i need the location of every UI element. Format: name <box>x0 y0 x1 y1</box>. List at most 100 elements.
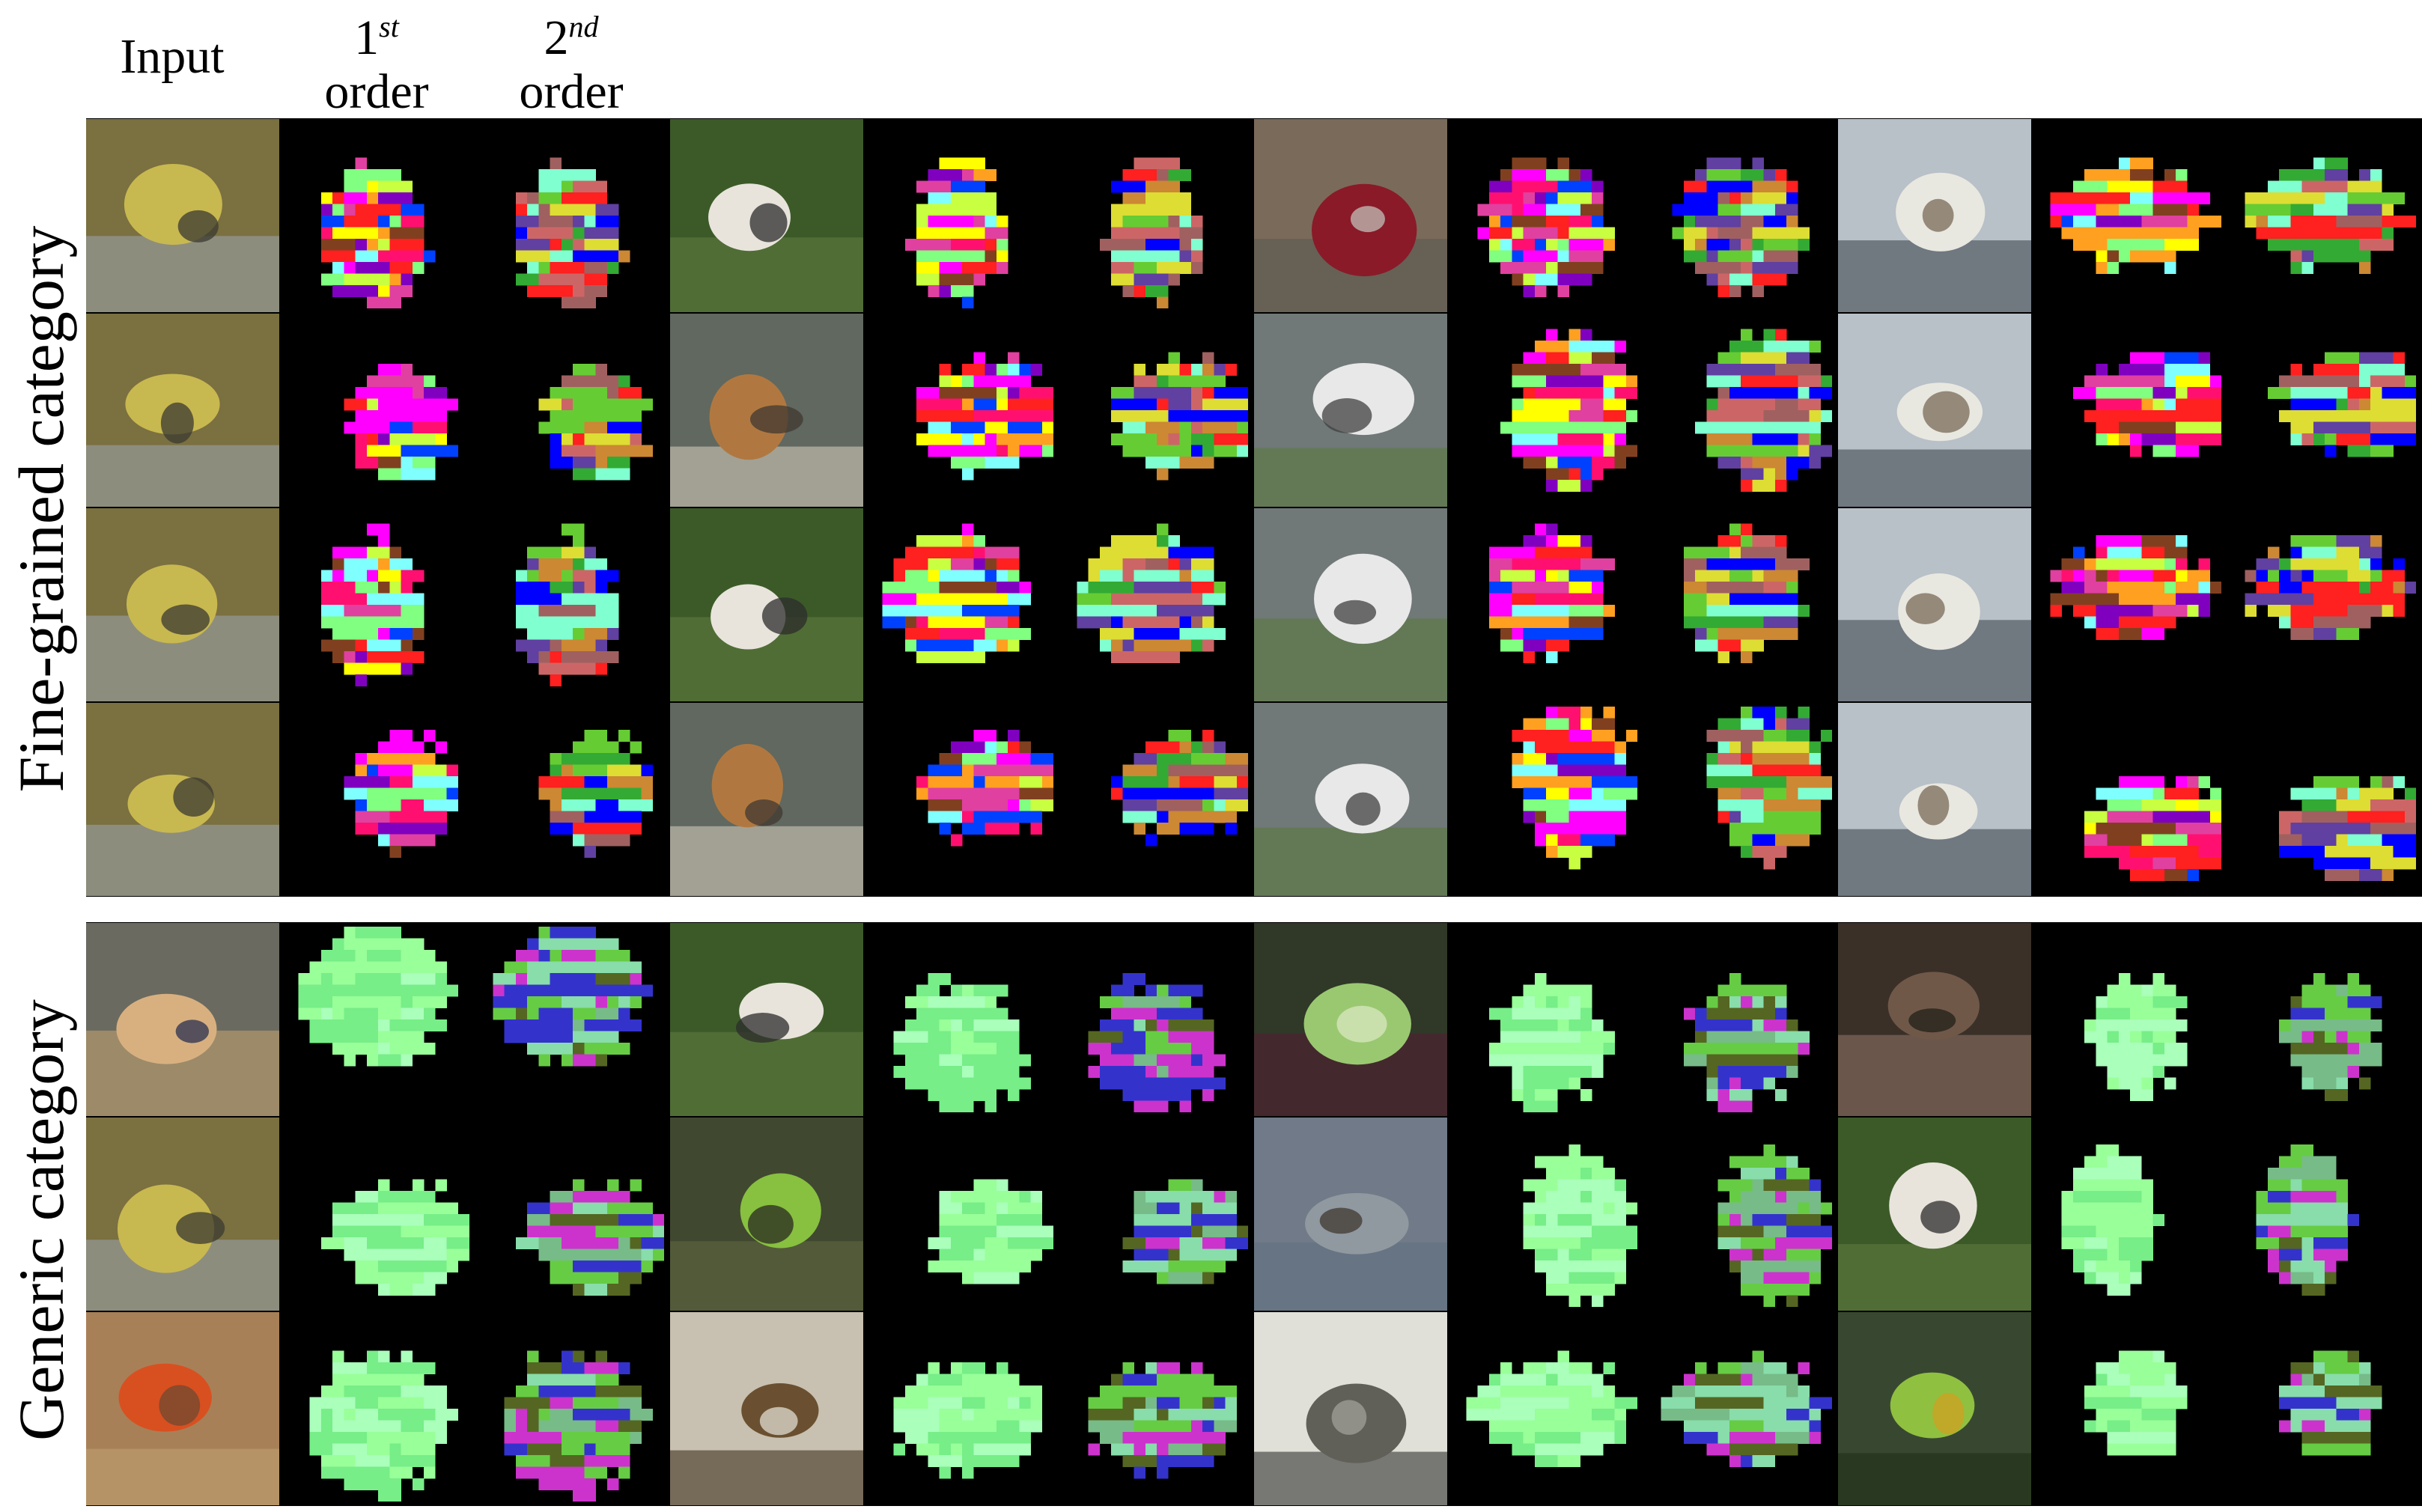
map-pixel <box>378 961 390 974</box>
map-pixel <box>355 216 368 228</box>
map-pixel <box>1145 445 1157 457</box>
map-pixel <box>332 1386 344 1397</box>
map-pixel <box>344 204 356 216</box>
input-image-platypus <box>1838 923 2031 1116</box>
map-pixel <box>573 1054 585 1067</box>
map-pixel <box>2358 1077 2371 1090</box>
map-pixel <box>378 1019 390 1031</box>
map-pixel <box>2130 834 2142 847</box>
map-pixel <box>1236 764 1248 777</box>
map-pixel <box>985 1237 997 1249</box>
map-pixel <box>2152 398 2165 411</box>
map-pixel <box>2279 834 2291 847</box>
map-pixel <box>378 262 390 274</box>
map-pixel <box>1157 764 1169 777</box>
map-pixel <box>1786 593 1798 606</box>
map-pixel <box>2301 262 2314 274</box>
map-pixel <box>1534 718 1547 731</box>
map-pixel <box>2336 570 2348 582</box>
map-pixel <box>618 1386 630 1397</box>
map-pixel <box>2325 996 2337 1008</box>
map-pixel <box>893 1443 906 1456</box>
map-pixel <box>2313 169 2325 181</box>
map-pixel <box>1019 387 1031 399</box>
map-pixel <box>1546 846 1558 858</box>
map-pixel <box>1145 433 1157 445</box>
map-pixel <box>1580 169 1592 181</box>
map-pixel <box>1580 341 1592 353</box>
map-pixel <box>401 227 413 240</box>
map-pixel <box>1763 787 1776 800</box>
map-pixel <box>1809 741 1822 754</box>
map-pixel <box>1741 1031 1753 1043</box>
map-pixel <box>2061 227 2074 240</box>
map-pixel <box>401 834 413 847</box>
map-pixel <box>928 387 940 399</box>
map-pixel <box>2336 1066 2348 1078</box>
map-pixel <box>1145 1386 1157 1397</box>
map-pixel <box>2176 799 2188 811</box>
map-pixel <box>355 1031 368 1043</box>
map-pixel <box>1774 546 1787 559</box>
map-pixel <box>573 1466 585 1479</box>
map-pixel <box>412 468 425 481</box>
map-pixel <box>973 169 985 181</box>
map-pixel <box>320 227 333 240</box>
map-pixel <box>973 776 985 788</box>
map-pixel <box>1752 787 1764 800</box>
map-pixel <box>985 398 997 411</box>
map-pixel <box>550 628 562 640</box>
map-pixel <box>2393 605 2406 617</box>
map-pixel <box>1809 341 1822 353</box>
map-pixel <box>2358 846 2371 858</box>
map-pixel <box>2084 1225 2096 1238</box>
map-pixel <box>584 582 596 594</box>
map-pixel <box>1190 421 1203 434</box>
map-pixel <box>320 1031 333 1043</box>
map-pixel <box>2187 570 2199 582</box>
input-image-dog <box>670 119 863 312</box>
map-pixel <box>2141 1191 2153 1203</box>
map-pixel <box>950 1420 963 1433</box>
map-pixel <box>2152 410 2165 422</box>
map-pixel <box>939 1100 952 1112</box>
map-pixel <box>1019 1237 1031 1249</box>
map-pixel <box>939 1374 952 1386</box>
map-pixel <box>1168 1362 1180 1374</box>
map-pixel <box>1729 834 1741 847</box>
map-pixel <box>2290 410 2302 422</box>
map-pixel <box>2141 204 2153 216</box>
map-pixel <box>1019 1409 1031 1421</box>
map-pixel <box>332 250 344 263</box>
map-pixel <box>1134 811 1146 823</box>
second-order-map-fish <box>481 927 664 1112</box>
map-pixel <box>412 375 425 388</box>
map-pixel <box>344 1019 356 1031</box>
map-pixel <box>1774 204 1787 216</box>
map-pixel <box>1534 776 1547 788</box>
map-pixel <box>573 364 585 376</box>
map-pixel <box>973 799 985 811</box>
map-pixel <box>584 1237 596 1249</box>
map-pixel <box>2187 593 2199 606</box>
map-pixel <box>1111 628 1123 640</box>
map-pixel <box>2152 984 2165 997</box>
map-pixel <box>1157 239 1169 251</box>
map-pixel <box>1512 753 1524 765</box>
map-pixel <box>1580 707 1592 719</box>
map-pixel <box>630 410 642 422</box>
first-order-map-truck <box>1455 123 1637 308</box>
map-pixel <box>2279 605 2291 617</box>
map-pixel <box>2336 582 2348 594</box>
map-pixel <box>538 227 550 240</box>
map-pixel <box>1729 1008 1741 1020</box>
map-pixel <box>2290 1156 2302 1168</box>
map-pixel <box>1592 1168 1604 1180</box>
map-pixel <box>1534 1054 1547 1067</box>
map-pixel <box>2096 180 2108 193</box>
map-pixel <box>1546 535 1558 547</box>
map-pixel <box>1729 1089 1741 1101</box>
map-pixel <box>2164 811 2176 823</box>
map-pixel <box>1202 799 1214 811</box>
map-pixel <box>1592 1191 1604 1203</box>
